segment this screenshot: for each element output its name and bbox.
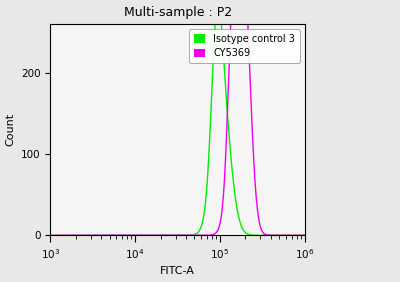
X-axis label: FITC-A: FITC-A <box>160 266 195 276</box>
Title: Multi-sample : P2: Multi-sample : P2 <box>124 6 232 19</box>
Y-axis label: Count: Count <box>6 113 16 146</box>
Legend: Isotype control 3, CY5369: Isotype control 3, CY5369 <box>189 29 300 63</box>
